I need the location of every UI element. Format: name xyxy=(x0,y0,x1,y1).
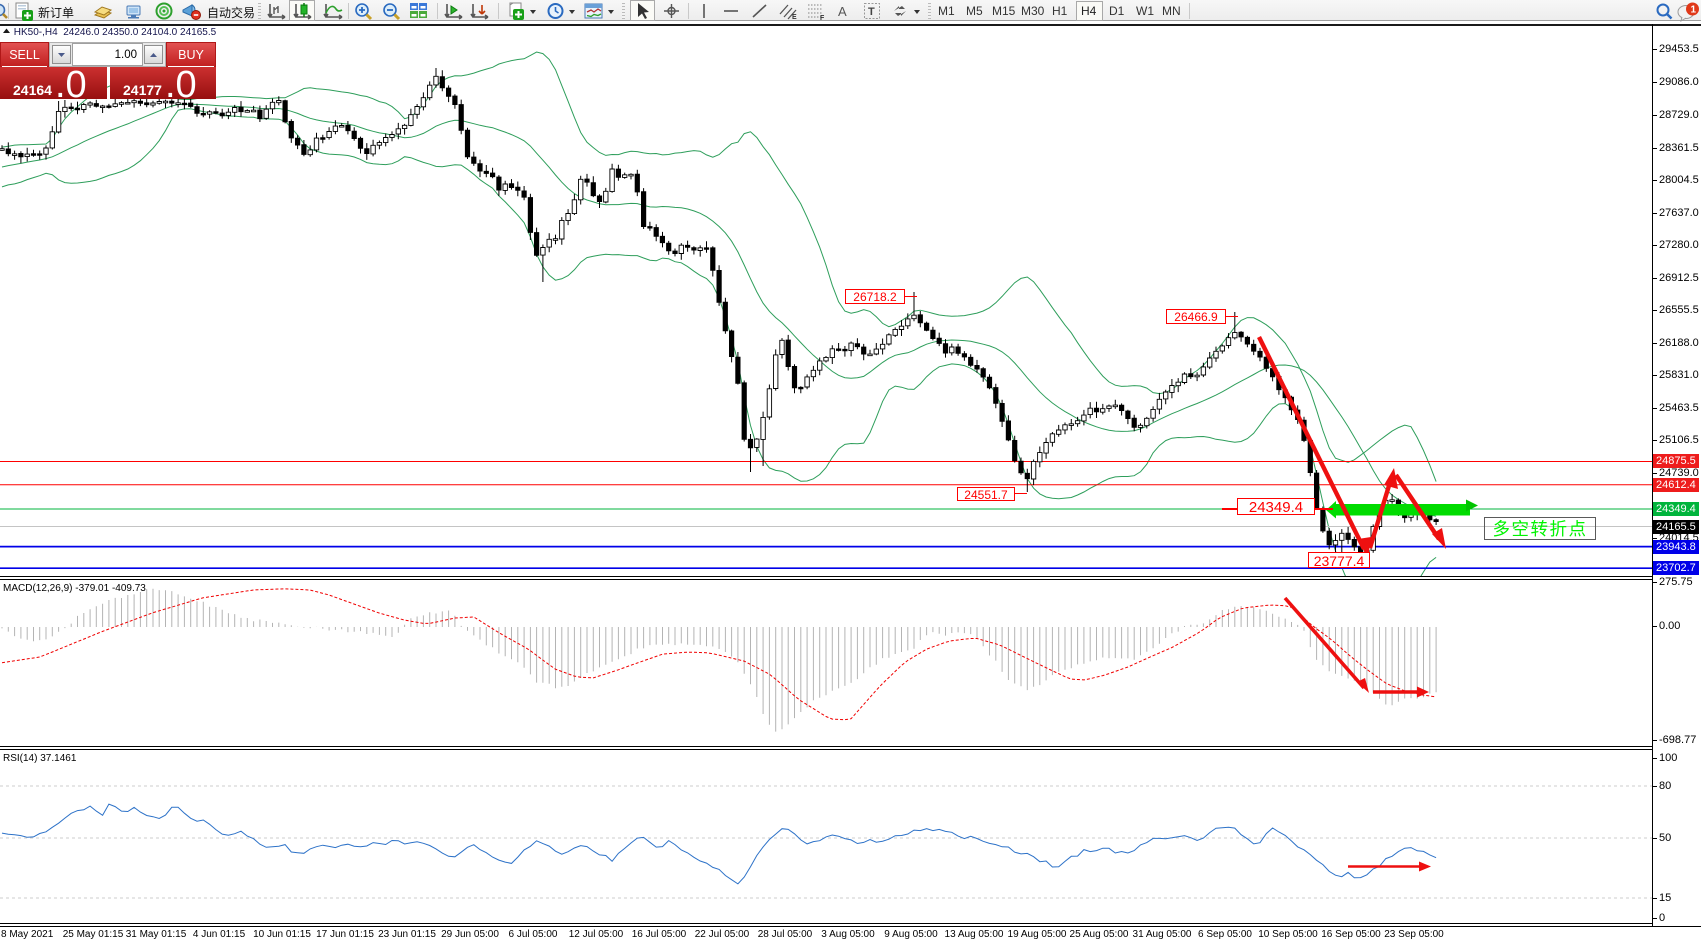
svg-text:T: T xyxy=(868,6,875,18)
svg-text:E: E xyxy=(792,14,797,21)
svg-text:F: F xyxy=(820,15,825,21)
svg-text:1: 1 xyxy=(1691,5,1697,16)
